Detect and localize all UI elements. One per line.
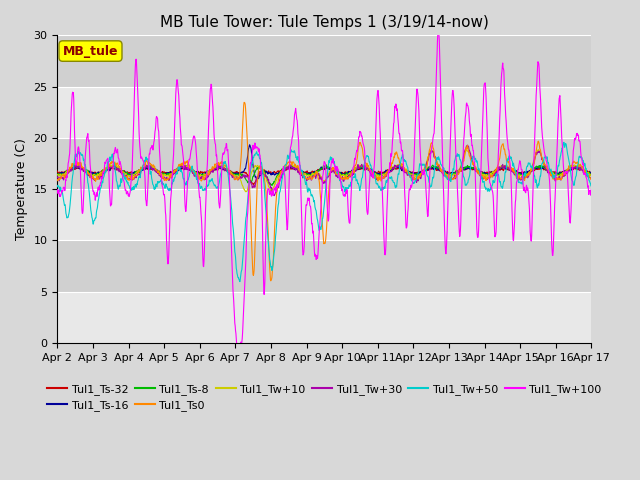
Y-axis label: Temperature (C): Temperature (C) xyxy=(15,138,28,240)
Bar xyxy=(58,292,591,343)
Bar xyxy=(58,138,591,189)
Legend: Tul1_Ts-32, Tul1_Ts-16, Tul1_Ts-8, Tul1_Ts0, Tul1_Tw+10, Tul1_Tw+30, Tul1_Tw+50,: Tul1_Ts-32, Tul1_Ts-16, Tul1_Ts-8, Tul1_… xyxy=(43,379,606,416)
Bar xyxy=(58,189,591,240)
Bar xyxy=(58,240,591,292)
Bar xyxy=(58,86,591,138)
Text: MB_tule: MB_tule xyxy=(63,45,118,58)
Title: MB Tule Tower: Tule Temps 1 (3/19/14-now): MB Tule Tower: Tule Temps 1 (3/19/14-now… xyxy=(160,15,489,30)
Bar xyxy=(58,36,591,86)
